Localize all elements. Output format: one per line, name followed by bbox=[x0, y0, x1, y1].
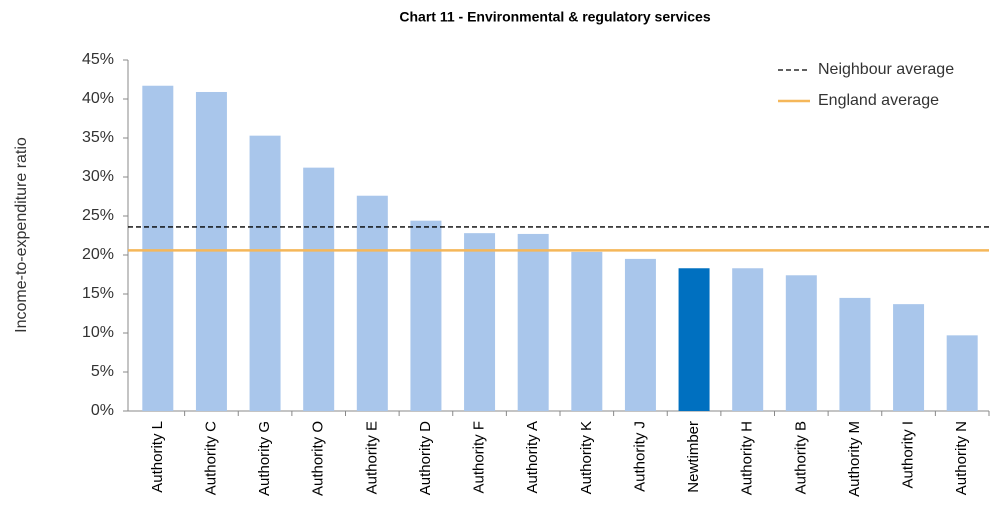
bar bbox=[893, 304, 925, 411]
x-tick-label: Authority D bbox=[417, 421, 434, 495]
chart-title: Chart 11 - Environmental & regulatory se… bbox=[399, 9, 710, 25]
legend-label: Neighbour average bbox=[818, 61, 954, 78]
y-tick-label: 0% bbox=[91, 402, 114, 419]
legend-label: England average bbox=[818, 92, 939, 109]
y-tick-label: 25% bbox=[82, 207, 114, 224]
bar bbox=[946, 335, 978, 411]
bar bbox=[356, 195, 388, 411]
bar bbox=[571, 251, 603, 411]
y-tick-label: 20% bbox=[82, 246, 114, 263]
x-tick-label: Authority K bbox=[578, 421, 595, 494]
bar bbox=[839, 297, 871, 411]
x-tick-label: Authority O bbox=[310, 421, 327, 496]
x-tick-label: Authority E bbox=[363, 421, 380, 494]
x-tick-label: Authority C bbox=[202, 421, 219, 495]
y-tick-label: 15% bbox=[82, 285, 114, 302]
y-tick-label: 30% bbox=[82, 168, 114, 185]
x-tick-label: Authority L bbox=[149, 421, 166, 493]
bar bbox=[678, 268, 710, 411]
x-tick-label: Authority A bbox=[524, 421, 541, 494]
y-tick-label: 40% bbox=[82, 90, 114, 107]
x-tick-label: Authority N bbox=[953, 421, 970, 495]
bar bbox=[410, 220, 442, 411]
y-tick-label: 5% bbox=[91, 363, 114, 380]
bar bbox=[303, 167, 335, 411]
y-axis-title: Income-to-expenditure ratio bbox=[13, 137, 30, 333]
y-tick-label: 45% bbox=[82, 51, 114, 68]
y-tick-label: 35% bbox=[82, 129, 114, 146]
bar bbox=[785, 275, 817, 411]
x-tick-label: Newtimber bbox=[685, 421, 702, 493]
bar bbox=[517, 233, 549, 411]
bar bbox=[142, 85, 174, 412]
y-tick-label: 10% bbox=[82, 324, 114, 341]
x-tick-label: Authority G bbox=[256, 421, 273, 496]
x-tick-label: Authority F bbox=[471, 421, 488, 494]
bar bbox=[464, 233, 496, 411]
x-tick-label: Authority I bbox=[900, 421, 917, 489]
x-tick-label: Authority J bbox=[631, 421, 648, 492]
x-tick-label: Authority M bbox=[846, 421, 863, 497]
bar bbox=[249, 135, 281, 411]
bar bbox=[732, 268, 764, 411]
x-tick-label: Authority H bbox=[739, 421, 756, 495]
bar bbox=[624, 258, 656, 411]
x-tick-label: Authority B bbox=[792, 421, 809, 494]
